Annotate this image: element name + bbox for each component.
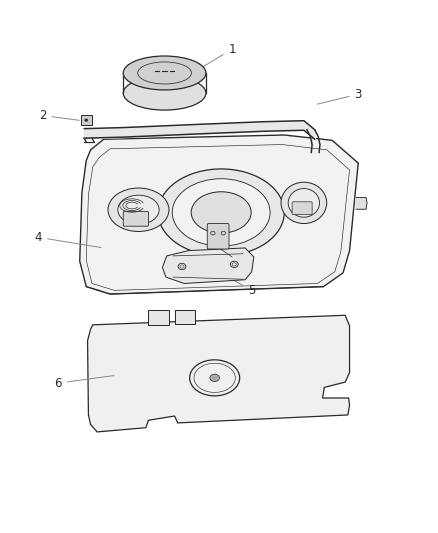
Ellipse shape	[158, 169, 284, 256]
Ellipse shape	[108, 188, 169, 231]
Text: 3: 3	[318, 87, 362, 104]
Ellipse shape	[281, 182, 327, 223]
FancyBboxPatch shape	[292, 202, 312, 215]
FancyBboxPatch shape	[123, 212, 148, 226]
FancyBboxPatch shape	[148, 310, 170, 325]
Text: 4: 4	[35, 231, 101, 247]
Text: 6: 6	[54, 376, 114, 390]
Text: 2: 2	[39, 109, 79, 122]
Polygon shape	[80, 135, 358, 294]
FancyBboxPatch shape	[207, 223, 229, 249]
Ellipse shape	[123, 76, 206, 110]
Ellipse shape	[118, 195, 159, 224]
Ellipse shape	[288, 189, 320, 217]
Polygon shape	[162, 248, 254, 284]
Ellipse shape	[123, 56, 206, 90]
Ellipse shape	[172, 179, 270, 246]
FancyBboxPatch shape	[81, 115, 92, 125]
Polygon shape	[88, 316, 350, 432]
Ellipse shape	[210, 374, 219, 382]
Ellipse shape	[191, 192, 251, 233]
Polygon shape	[356, 198, 367, 209]
Text: 1: 1	[195, 43, 236, 71]
FancyBboxPatch shape	[175, 310, 195, 324]
Text: 5: 5	[226, 276, 255, 297]
Ellipse shape	[85, 118, 88, 122]
